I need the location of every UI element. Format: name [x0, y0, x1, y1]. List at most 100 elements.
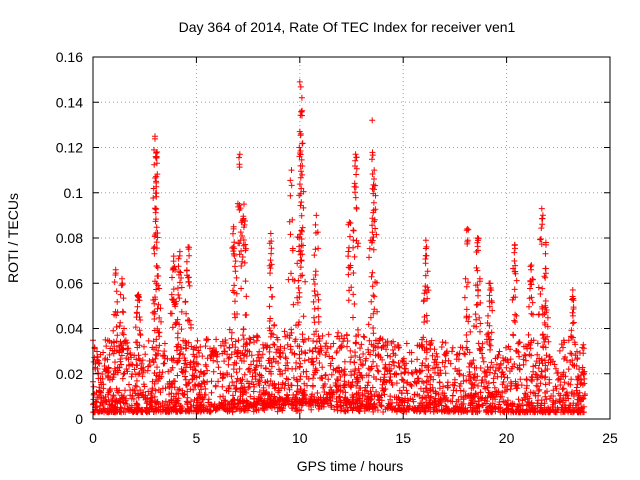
data-point: [266, 368, 273, 375]
data-point: [226, 326, 233, 333]
data-point: [107, 385, 114, 392]
data-point: [299, 171, 306, 178]
data-point: [552, 397, 559, 404]
data-point: [379, 356, 386, 363]
data-point: [330, 340, 337, 347]
data-point: [143, 400, 150, 407]
data-point: [475, 235, 482, 242]
data-point: [323, 340, 330, 347]
data-point: [233, 360, 240, 367]
data-point: [183, 258, 190, 265]
data-point: [365, 372, 372, 379]
data-point: [509, 296, 516, 303]
data-point: [414, 375, 421, 382]
data-point: [117, 356, 124, 363]
data-point: [252, 366, 259, 373]
y-tick-label: 0.02: [56, 366, 83, 382]
data-point: [90, 383, 97, 390]
data-point: [208, 389, 215, 396]
data-point: [256, 348, 263, 355]
data-point: [154, 264, 161, 271]
data-point: [471, 371, 478, 377]
data-point: [466, 360, 473, 367]
data-point: [228, 329, 235, 336]
data-point: [150, 359, 157, 366]
data-point: [186, 379, 193, 386]
data-point: [422, 407, 428, 414]
data-point: [404, 390, 411, 397]
data-point: [375, 396, 382, 403]
data-point: [297, 174, 304, 181]
data-point: [511, 249, 518, 256]
data-point: [292, 405, 298, 412]
data-point: [470, 357, 477, 364]
data-point: [184, 394, 191, 401]
data-point: [169, 324, 176, 331]
data-point: [299, 272, 306, 279]
data-point: [371, 167, 378, 174]
data-point: [551, 361, 558, 368]
data-point: [188, 408, 195, 415]
data-point: [270, 341, 277, 348]
data-point: [248, 352, 255, 359]
data-point: [422, 272, 429, 279]
data-point: [528, 281, 535, 288]
data-point: [529, 404, 535, 411]
data-point: [367, 351, 374, 358]
data-point: [395, 405, 402, 412]
data-point: [359, 397, 365, 404]
data-point: [455, 396, 462, 403]
data-point: [424, 295, 431, 302]
data-point: [422, 252, 429, 259]
data-point: [167, 310, 174, 317]
data-point: [204, 336, 211, 343]
data-point: [355, 365, 362, 372]
data-point: [500, 398, 507, 405]
data-point: [542, 265, 549, 272]
data-point: [453, 406, 459, 413]
data-point: [369, 171, 376, 177]
data-point: [513, 347, 519, 354]
data-point: [422, 283, 429, 290]
data-point: [431, 346, 438, 353]
data-point: [271, 321, 278, 328]
data-point: [466, 377, 473, 384]
data-point: [232, 298, 238, 305]
data-point: [351, 253, 358, 260]
data-point: [133, 356, 140, 363]
data-point: [140, 381, 147, 388]
data-point: [576, 366, 583, 373]
data-point: [273, 349, 280, 356]
data-point: [217, 370, 224, 377]
data-point: [449, 348, 455, 355]
data-point: [95, 370, 101, 377]
data-point: [477, 320, 484, 327]
data-point: [382, 386, 389, 392]
data-point: [200, 406, 207, 413]
data-point: [372, 192, 379, 199]
data-point: [240, 343, 247, 350]
data-point: [420, 379, 427, 386]
data-point: [395, 360, 402, 366]
data-point: [111, 348, 118, 354]
data-point: [475, 340, 482, 347]
data-point: [241, 371, 248, 378]
data-point: [247, 393, 254, 400]
data-point: [283, 375, 290, 382]
data-point: [436, 406, 442, 413]
data-point: [249, 373, 256, 380]
data-point: [356, 385, 363, 391]
data-point: [195, 361, 202, 368]
data-point: [291, 350, 298, 357]
data-point: [119, 275, 125, 282]
data-point: [400, 384, 407, 391]
data-point: [518, 382, 525, 389]
data-point: [489, 390, 496, 397]
data-point: [511, 361, 518, 367]
data-point: [316, 360, 323, 366]
data-point: [433, 350, 440, 357]
data-point: [310, 276, 317, 283]
data-point: [292, 338, 298, 345]
data-point: [353, 390, 360, 397]
data-point: [139, 357, 146, 364]
